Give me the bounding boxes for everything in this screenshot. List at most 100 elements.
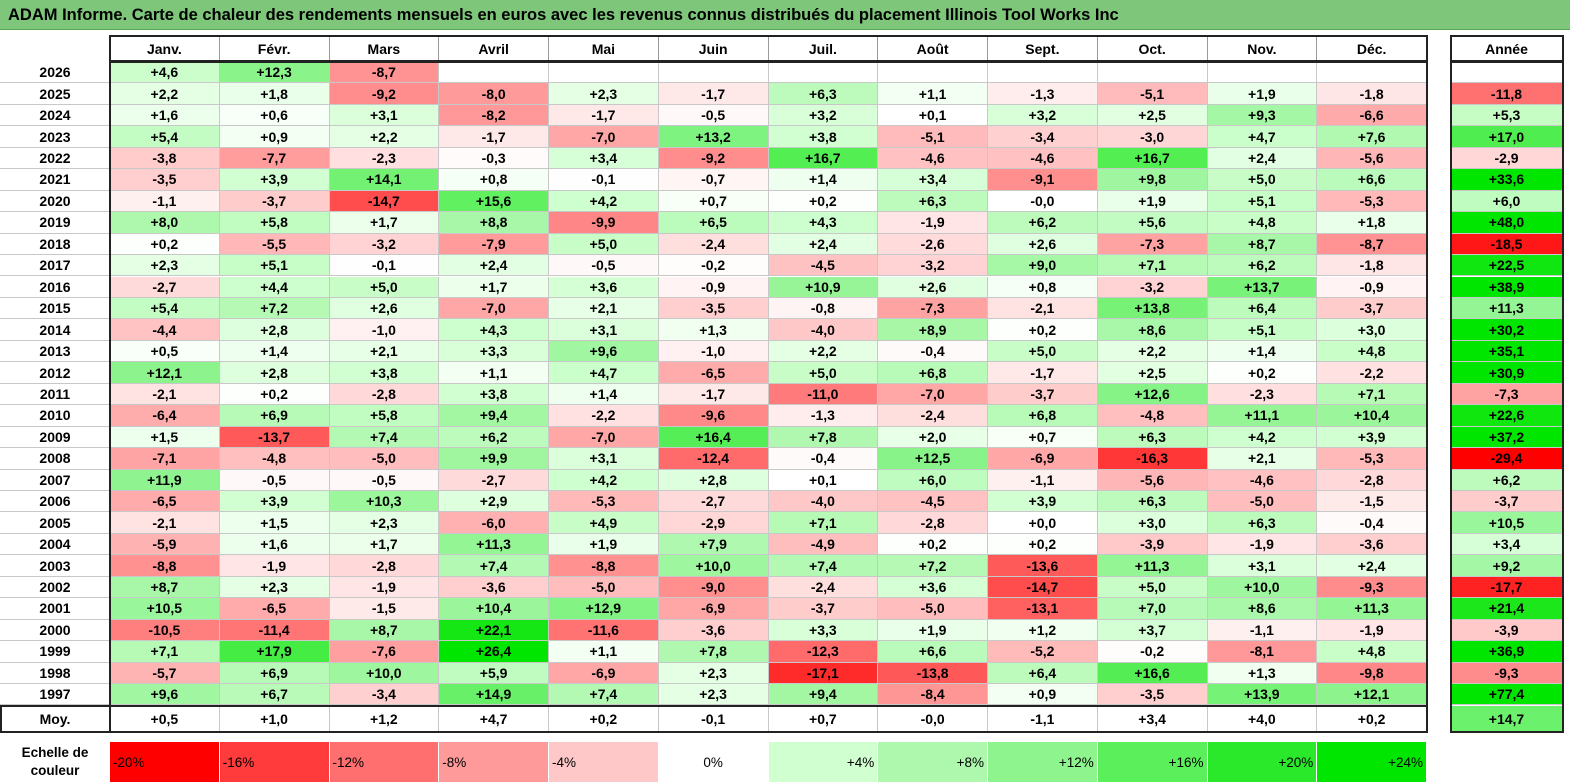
heatmap-cell: -2,7 — [439, 469, 549, 491]
heatmap-cell: -9,0 — [658, 576, 769, 599]
heatmap-cell: +3,8 — [439, 383, 549, 406]
heatmap-cell: -0,5 — [329, 469, 440, 491]
heatmap-cell: -2,8 — [329, 555, 440, 577]
heatmap-cell: +12,6 — [1097, 383, 1208, 406]
heatmap-cell: -5,0 — [329, 448, 440, 470]
heatmap-cell: -3,7 — [988, 383, 1098, 406]
heatmap-cell: +5,9 — [439, 662, 549, 685]
heatmap-cell: -0,1 — [549, 169, 659, 191]
heatmap-cell: +5,0 — [329, 276, 440, 298]
heatmap-cell: +2,4 — [439, 255, 549, 277]
heatmap-cell: -3,5 — [110, 169, 220, 191]
year-total-cell: +33,6 — [1451, 169, 1563, 191]
heatmap-cell: -1,5 — [329, 598, 440, 620]
heatmap-cell: +6,6 — [878, 641, 988, 663]
heatmap-cell: +11,1 — [1207, 405, 1318, 427]
year-total-cell: +30,2 — [1451, 319, 1563, 341]
heatmap-cell: +6,5 — [658, 212, 769, 234]
heatmap-cell: -1,7 — [658, 83, 769, 105]
heatmap-cell: +0,5 — [110, 340, 220, 363]
heatmap-cell: +2,4 — [1207, 147, 1318, 170]
heatmap-cell: +13,2 — [658, 126, 769, 148]
column-header: Mars — [329, 36, 440, 62]
heatmap-cell: -8,7 — [329, 62, 440, 84]
heatmap-cell: +9,8 — [1097, 169, 1208, 191]
heatmap-cell: -5,9 — [110, 533, 220, 556]
heatmap-cell: +7,4 — [329, 426, 440, 449]
heatmap-cell: -7,0 — [439, 297, 549, 320]
heatmap-cell: +2,3 — [658, 662, 769, 685]
heatmap-cell: -5,1 — [1097, 83, 1208, 105]
heatmap-cell: +2,6 — [329, 297, 440, 320]
heatmap-cell: -2,9 — [658, 512, 769, 534]
heatmap-cell: -0,1 — [329, 255, 440, 277]
heatmap-cell: -1,0 — [329, 319, 440, 341]
row-label: 2013 — [0, 340, 110, 363]
column-header: Sept. — [988, 36, 1098, 62]
heatmap-cell: +5,1 — [1207, 190, 1318, 213]
heatmap-cell: +1,9 — [1207, 83, 1318, 105]
heatmap-cell: -9,1 — [988, 169, 1098, 191]
heatmap-cell: -11,4 — [219, 619, 330, 642]
heatmap-cell: -3,8 — [110, 147, 220, 170]
heatmap-cell: +0,2 — [768, 190, 879, 213]
year-total-cell: +9,2 — [1451, 555, 1563, 577]
average-cell: -0,0 — [878, 705, 988, 733]
heatmap-cell: -5,6 — [1317, 147, 1427, 170]
color-scale-step: 0% — [658, 742, 769, 782]
color-scale-step: -20% — [110, 742, 220, 782]
heatmap-cell: -5,2 — [988, 641, 1098, 663]
heatmap-cell: +2,2 — [110, 83, 220, 105]
heatmap-cell: +3,8 — [329, 362, 440, 384]
heatmap-cell: -13,8 — [878, 662, 988, 685]
heatmap-cell: +4,2 — [1207, 426, 1318, 449]
average-cell: +1,0 — [219, 705, 330, 733]
row-label: 2015 — [0, 297, 110, 320]
row-label: 2021 — [0, 169, 110, 191]
heatmap-cell: +5,0 — [1097, 576, 1208, 599]
heatmap-cell: -5,3 — [1317, 448, 1427, 470]
row-label: 2004 — [0, 533, 110, 556]
heatmap-cell: +2,8 — [219, 362, 330, 384]
heatmap-cell: +5,8 — [329, 405, 440, 427]
heatmap-cell: +3,1 — [1207, 555, 1318, 577]
heatmap-cell: +6,8 — [988, 405, 1098, 427]
heatmap-cell: -0,7 — [658, 169, 769, 191]
row-label: 2002 — [0, 576, 110, 599]
heatmap-cell: +3,1 — [549, 319, 659, 341]
heatmap-cell: +2,3 — [110, 255, 220, 277]
heatmap-cell: -1,5 — [1317, 491, 1427, 513]
heatmap-cell: -5,0 — [549, 576, 659, 599]
heatmap-cell: +4,6 — [110, 62, 220, 84]
heatmap-cell: -1,1 — [988, 469, 1098, 491]
average-cell: +0,2 — [549, 705, 659, 733]
heatmap-cell: +2,5 — [1097, 104, 1208, 127]
heatmap-cell: -1,3 — [988, 83, 1098, 105]
heatmap-cell: -0,8 — [768, 297, 879, 320]
chart-title: ADAM Informe. Carte de chaleur des rende… — [0, 0, 1570, 30]
heatmap-cell: -3,2 — [878, 255, 988, 277]
heatmap-cell: +8,6 — [1097, 319, 1208, 341]
heatmap-cell: +5,0 — [768, 362, 879, 384]
heatmap-cell: +8,9 — [878, 319, 988, 341]
heatmap-cell: +10,0 — [329, 662, 440, 685]
heatmap-cell: +3,7 — [1097, 619, 1208, 642]
heatmap-cell: +1,4 — [768, 169, 879, 191]
heatmap-cell: -1,9 — [1207, 533, 1318, 556]
heatmap-cell: +0,9 — [988, 684, 1098, 706]
heatmap-cell: -1,8 — [1317, 255, 1427, 277]
column-header: Déc. — [1317, 36, 1427, 62]
heatmap-cell: +2,1 — [1207, 448, 1318, 470]
heatmap-cell: +0,2 — [110, 233, 220, 256]
heatmap-cell: +6,0 — [878, 469, 988, 491]
heatmap-cell: +1,4 — [219, 340, 330, 363]
heatmap-cell: +5,0 — [549, 233, 659, 256]
year-total-cell: +17,0 — [1451, 126, 1563, 148]
row-label: 1997 — [0, 684, 110, 706]
heatmap-cell: +2,3 — [658, 684, 769, 706]
heatmap-cell: -0,2 — [658, 255, 769, 277]
heatmap-cell: -7,0 — [549, 426, 659, 449]
heatmap-cell: +1,9 — [878, 619, 988, 642]
heatmap-cell: +11,9 — [110, 469, 220, 491]
heatmap-cell: +10,9 — [768, 276, 879, 298]
